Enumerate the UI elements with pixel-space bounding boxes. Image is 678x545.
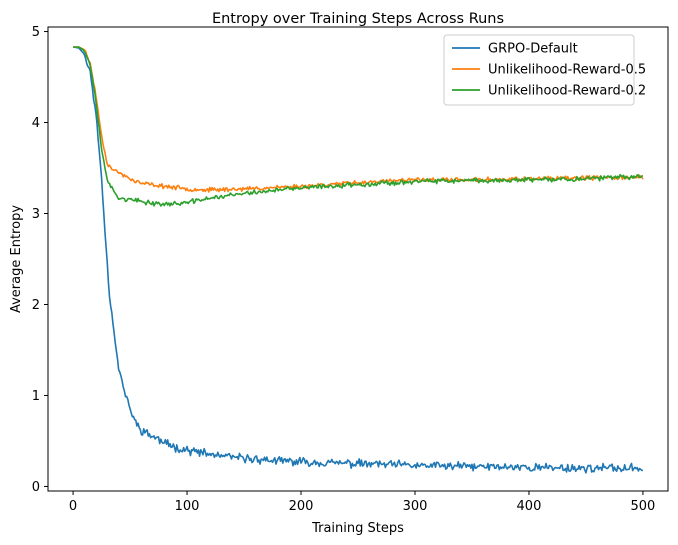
y-tick-label: 3 (32, 207, 40, 222)
y-axis-label: Average Entropy (9, 205, 24, 313)
series-line-1 (73, 46, 644, 193)
x-axis: 0 100 200 300 400 500 (69, 491, 655, 514)
legend-label: Unlikelihood-Reward-0.5 (488, 63, 646, 78)
legend-label: Unlikelihood-Reward-0.2 (488, 84, 646, 99)
y-axis: 0 1 2 3 4 5 (32, 25, 48, 495)
x-tick-label: 200 (289, 499, 314, 514)
plot-frame (47, 26, 669, 492)
legend-box (443, 34, 635, 106)
series-line-0 (72, 46, 644, 474)
legend: GRPO-Default Unlikelihood-Reward-0.5 Unlik… (443, 34, 646, 106)
x-tick-label: 400 (517, 499, 542, 514)
y-tick-label: 0 (32, 480, 40, 495)
x-axis-label: Training Steps (311, 521, 404, 536)
x-tick-label: 100 (175, 499, 200, 514)
series-line-2 (73, 46, 644, 207)
y-tick-label: 2 (32, 298, 40, 313)
legend-label: GRPO-Default (488, 42, 578, 57)
x-tick-label: 500 (631, 499, 656, 514)
x-tick-label: 300 (403, 499, 428, 514)
y-tick-label: 5 (32, 25, 40, 40)
x-tick-label: 0 (69, 499, 77, 514)
y-tick-label: 4 (32, 116, 40, 131)
y-tick-label: 1 (32, 389, 40, 404)
plot-lines (72, 46, 644, 474)
chart-title: Entropy over Training Steps Across Runs (212, 11, 504, 27)
